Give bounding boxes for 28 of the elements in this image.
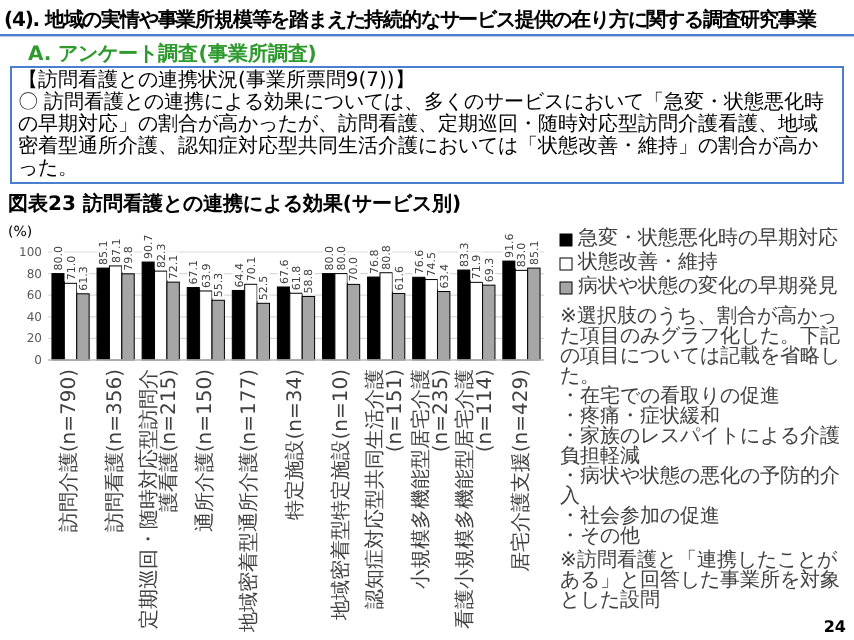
x-tick-label: 通所介護(n=150) bbox=[193, 368, 216, 532]
x-tick-label: 地域密着型特定施設(n=10) bbox=[329, 368, 352, 619]
text: A. アンケート調査(事業所調査) bbox=[28, 40, 317, 68]
x-tick-label: 看護小規模多機能型居宅介護(n=114) bbox=[454, 368, 497, 632]
x-tick-label: 訪問介護(n=790) bbox=[58, 368, 81, 532]
text: ※選択肢のうち、割合が高かった項目のみグラフ化した。下記の項目については記載を省略した。 bbox=[560, 306, 842, 388]
legend-label: 病状や状態の変化の早期発見 bbox=[578, 276, 838, 300]
text: ・家族のレスパイトによる介護負担軽減 bbox=[560, 426, 842, 468]
text: ・その他 bbox=[560, 526, 642, 548]
legend-label: 状態改善・維持 bbox=[578, 252, 718, 275]
x-tick-label: 定期巡回・随時対応型訪問介護看護(n=215) bbox=[138, 368, 181, 632]
legend-label: 急変・状態悪化時の早期対応 bbox=[578, 228, 838, 251]
text: 【訪問看護との連携状況(事業所票問9(7))】 bbox=[18, 70, 417, 92]
text: ・病状や状態の悪化の予防的介入 bbox=[560, 466, 842, 508]
chart-title: 図表23 訪問看護との連携による効果(サービス別) bbox=[8, 190, 462, 218]
text: (4). 地域の実情や事業所規模等を踏まえた持続的なサービス提供の在り方に関する調査研究事業 bbox=[4, 6, 816, 34]
text: 〇 訪問看護との連携による効果については、多くのサービスにおいて「急変・状態悪化時の早期対応」の割合が高かったが、訪問看護、定期巡回・随時対応型訪問介護看護、地域密着型通所介護、認知症対応型共同生活介護においては「状態改善・維持」の割合が高かった。 bbox=[18, 92, 827, 180]
text: ※訪問看護と「連携したことがある」と回答した事業所を対象とした設問 bbox=[560, 550, 842, 612]
text: ・疼痛・症状緩和 bbox=[560, 406, 722, 428]
x-tick-label: 特定施設(n=34) bbox=[284, 368, 306, 519]
x-tick-label: 小規模多機能型居宅介護(n=235) bbox=[409, 368, 452, 593]
x-tick-label: 地域密着型通所介護(n=177) bbox=[238, 368, 261, 632]
x-tick-label: 訪問看護(n=356) bbox=[103, 368, 126, 532]
x-tick-label: 居宅介護支援(n=429) bbox=[509, 368, 532, 572]
text: 24 bbox=[823, 618, 846, 636]
text: ・社会参加の促進 bbox=[560, 506, 722, 528]
x-tick-label: 認知症対応型共同生活介護(n=151) bbox=[364, 368, 407, 613]
text: ・在宅での看取りの促進 bbox=[560, 386, 782, 408]
